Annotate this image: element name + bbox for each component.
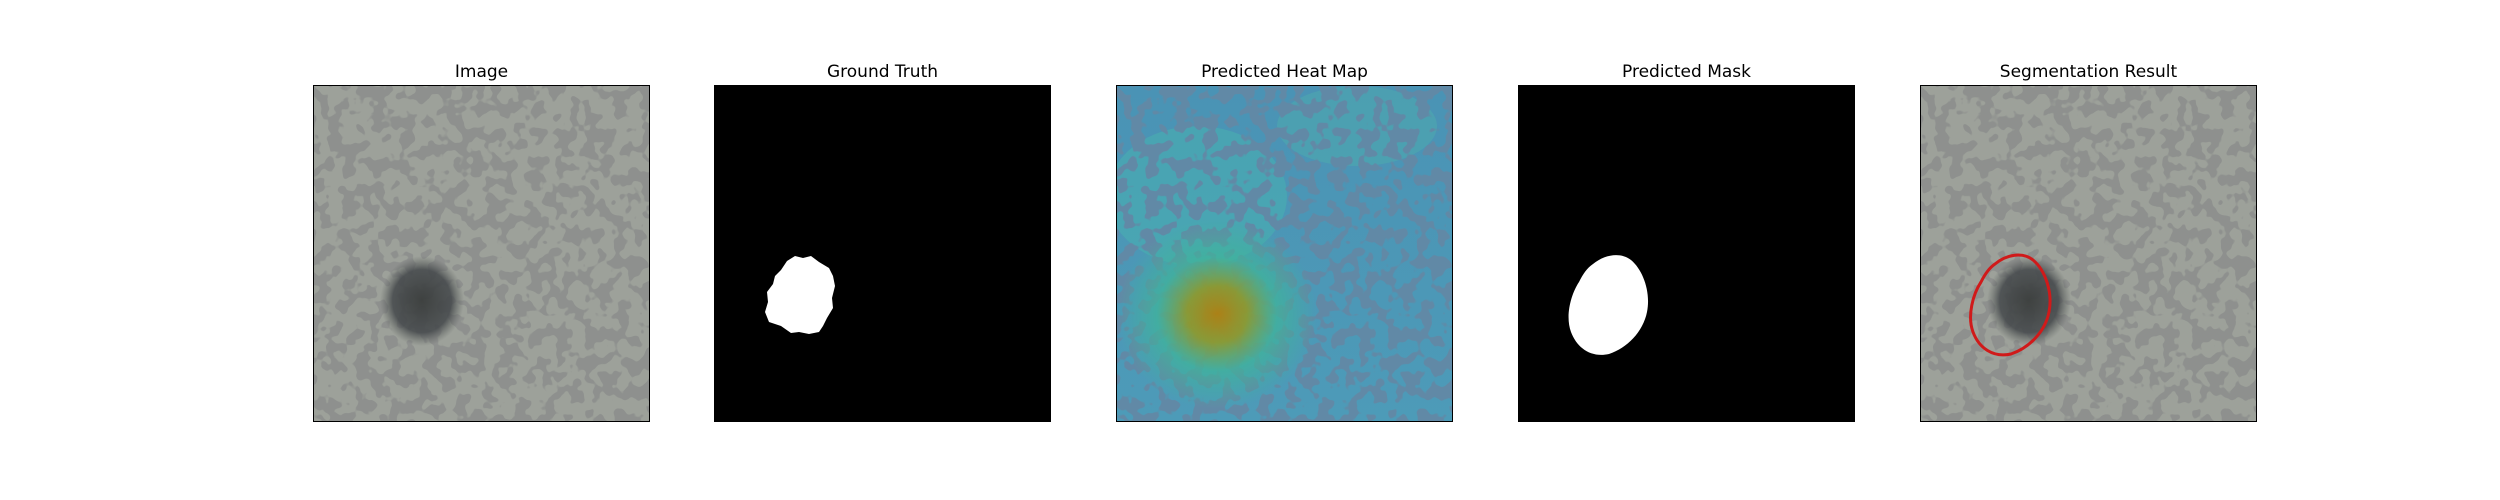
heat-hotspot xyxy=(1117,219,1317,409)
contour-overlay xyxy=(1921,86,2256,421)
segmentation-frame xyxy=(1920,85,2257,422)
panel-ground-truth: Ground Truth xyxy=(714,0,1051,500)
panel-title: Predicted Heat Map xyxy=(1201,62,1368,82)
segmentation-contour xyxy=(1969,253,2052,357)
heat-map-frame xyxy=(1116,85,1453,422)
panel-title: Predicted Mask xyxy=(1622,62,1751,82)
ground-truth-frame xyxy=(714,85,1051,422)
panel-segmentation-result: Segmentation Result xyxy=(1920,0,2257,500)
panel-title: Image xyxy=(454,62,509,82)
predicted-mask-frame xyxy=(1518,85,1855,422)
panel-predicted-mask: Predicted Mask xyxy=(1518,0,1855,500)
defect-region xyxy=(380,256,464,346)
predicted-mask-blob xyxy=(1568,255,1649,355)
heat-map-overlay xyxy=(1117,86,1452,421)
panel-title: Ground Truth xyxy=(826,62,939,82)
image-frame xyxy=(313,85,650,422)
binary-mask xyxy=(1519,86,1854,421)
binary-mask xyxy=(715,86,1050,421)
panel-title: Segmentation Result xyxy=(1999,62,2178,82)
panel-image: Image xyxy=(313,0,650,500)
panel-heat-map: Predicted Heat Map xyxy=(1116,0,1453,500)
texture-image xyxy=(314,86,649,421)
ground-truth-blob xyxy=(765,256,835,334)
